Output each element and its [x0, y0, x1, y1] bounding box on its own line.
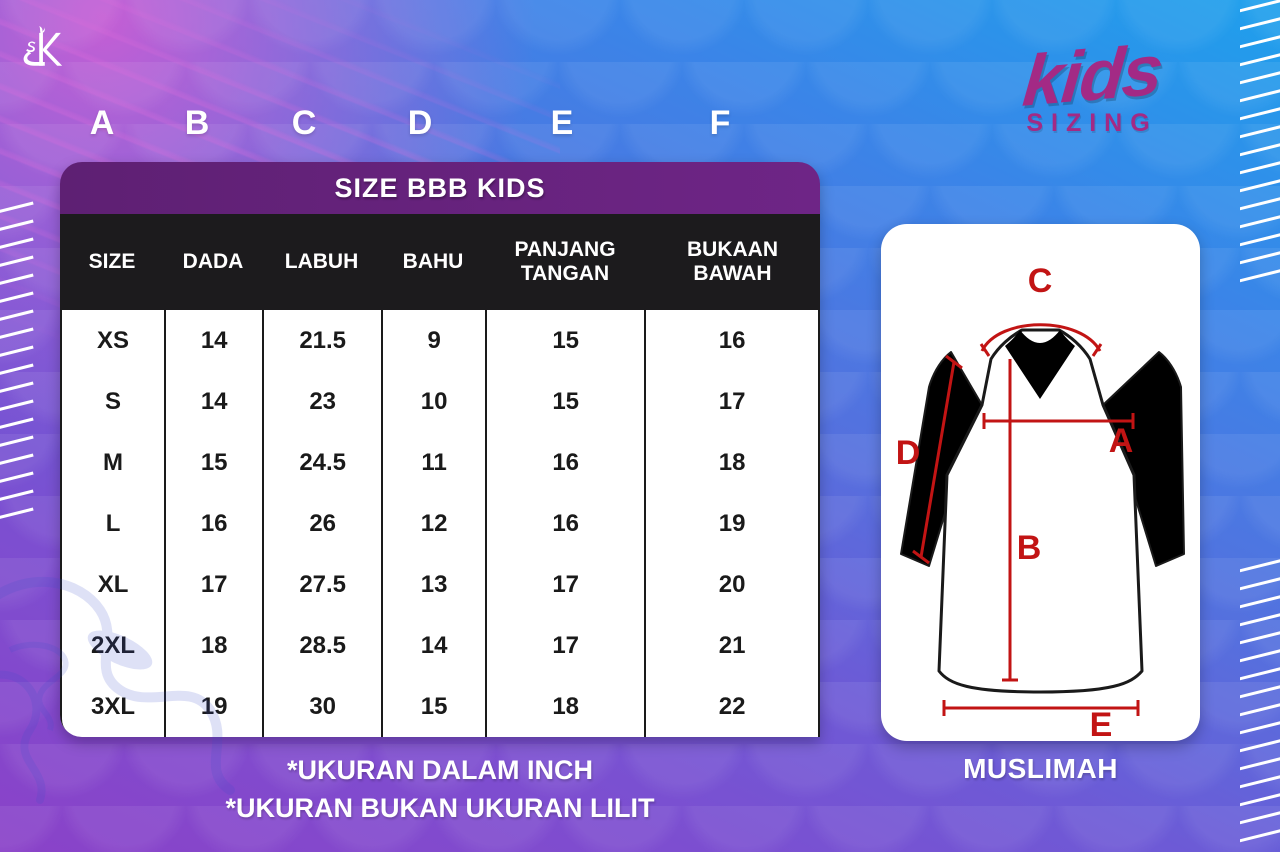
svg-text:B: B [1017, 529, 1042, 567]
svg-text:C: C [1028, 262, 1053, 300]
svg-text:E: E [1090, 706, 1113, 741]
svg-text:A: A [1109, 422, 1134, 460]
svg-text:D: D [896, 434, 921, 472]
